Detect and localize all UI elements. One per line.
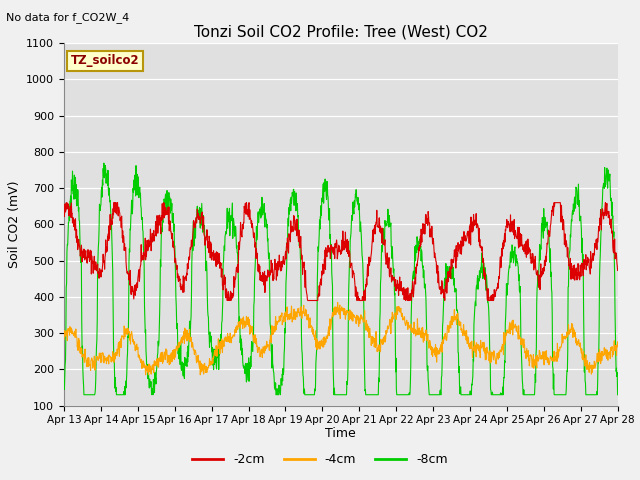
Text: TZ_soilco2: TZ_soilco2 (70, 54, 140, 67)
Legend: -2cm, -4cm, -8cm: -2cm, -4cm, -8cm (187, 448, 453, 471)
Text: No data for f_CO2W_4: No data for f_CO2W_4 (6, 12, 130, 23)
X-axis label: Time: Time (325, 427, 356, 440)
Y-axis label: Soil CO2 (mV): Soil CO2 (mV) (8, 180, 20, 268)
Title: Tonzi Soil CO2 Profile: Tree (West) CO2: Tonzi Soil CO2 Profile: Tree (West) CO2 (194, 24, 488, 39)
